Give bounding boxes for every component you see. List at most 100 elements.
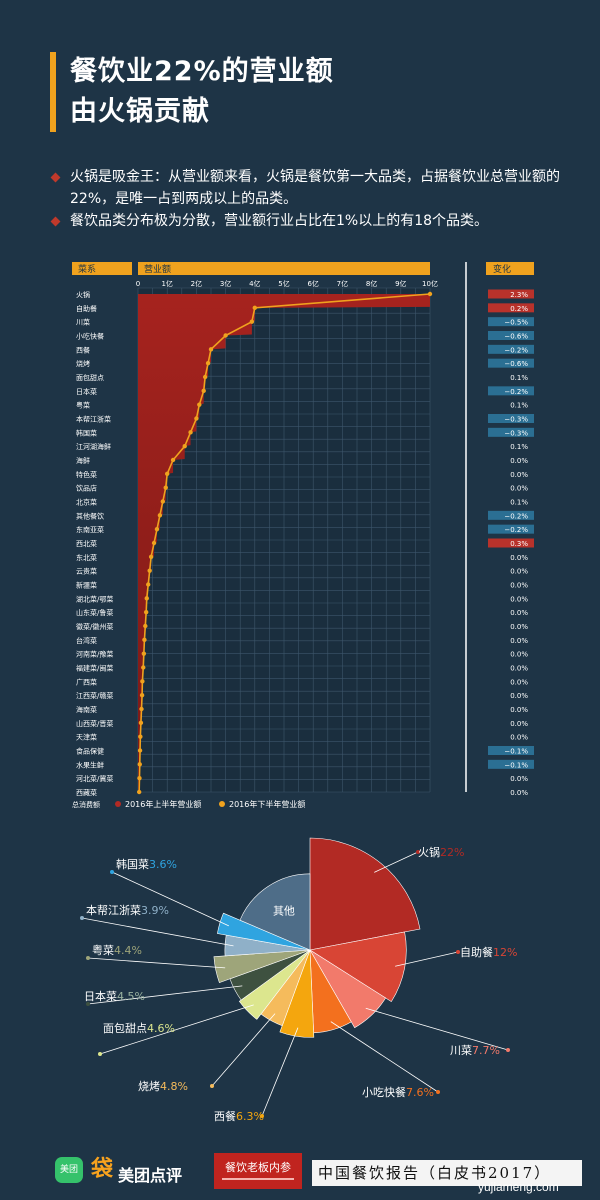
change-badge [488, 510, 534, 520]
leader-dot [86, 1002, 90, 1006]
x-tick-label: 3亿 [220, 279, 231, 288]
change-badge [488, 303, 534, 313]
category-label: 本帮江浙菜 [76, 415, 111, 424]
series-point-h2 [140, 679, 145, 684]
x-tick-label: 0 [136, 280, 140, 288]
change-value: −0.3% [504, 416, 528, 424]
bullet-2: 餐饮品类分布极为分散，营业额行业占比在1%以上的有18个品类。 [50, 210, 580, 232]
change-value: 0.0% [510, 457, 528, 465]
change-value: 0.0% [510, 623, 528, 631]
slice-label: 面包甜点4.6% [103, 1022, 175, 1035]
category-label: 川菜 [76, 318, 90, 327]
category-header: 菜系 [78, 263, 96, 275]
series-point-h2 [142, 637, 147, 643]
slice-label: 其他 [273, 905, 295, 918]
series-point-h2 [157, 513, 163, 518]
category-label: 饮品店 [76, 484, 97, 493]
pie-slice [217, 912, 311, 951]
report-title-panel: 中国餐饮报告（白皮书2017） [312, 1160, 582, 1186]
change-value: 0.3% [510, 540, 528, 548]
series-point-h2 [201, 388, 206, 394]
leader-line [87, 985, 243, 1005]
series-point-h2 [137, 762, 142, 767]
series-point-h2 [170, 457, 176, 463]
change-badge [488, 524, 534, 534]
brand-name: 美团点评 [118, 1166, 183, 1185]
change-value: −0.1% [504, 761, 528, 769]
leader-dot [506, 1048, 510, 1052]
series-point-h2 [208, 347, 214, 352]
change-badge [488, 344, 534, 354]
leader-line [99, 1004, 254, 1055]
bullet-list: 火锅是吸金王：从营业额来看，火锅是餐饮第一大品类，占据餐饮业总营业额的22%，是… [50, 166, 580, 232]
category-label: 天津菜 [76, 733, 97, 742]
slice-label: 自助餐12% [460, 945, 517, 959]
market-share-pie-chart: 火锅22% 自助餐12% 川菜7.7% 小吃快餐7.6% 西餐6.3% 烧烤4.8% 面包甜… [80, 837, 517, 1123]
series-point-h2 [138, 734, 143, 739]
series-point-h2 [154, 526, 160, 532]
series-point-h2 [136, 789, 142, 795]
series-point-h2 [252, 305, 257, 311]
x-tick-label: 1亿 [161, 279, 172, 288]
category-label: 北京菜 [76, 498, 97, 507]
change-badge [488, 759, 534, 769]
slice-label: 小吃快餐7.6% [362, 1085, 434, 1099]
series-point-h2 [137, 775, 142, 781]
x-tick-label: 6亿 [307, 279, 318, 288]
leader-line [330, 1021, 439, 1093]
category-label: 湖北菜/鄂菜 [76, 594, 113, 603]
title-accent-bar [50, 52, 56, 132]
series-point-h2 [139, 692, 145, 698]
x-tick-label: 10亿 [422, 279, 438, 288]
legend-label-h2: 2016年下半年营业额 [229, 799, 305, 809]
revenue-header-bar [138, 262, 430, 275]
leader-dot [80, 916, 84, 920]
series-point-h2 [202, 374, 208, 380]
series-point-h2 [146, 582, 151, 587]
change-value: 0.0% [510, 734, 528, 742]
leader-dot [456, 950, 460, 954]
change-value: −0.2% [504, 346, 528, 354]
series-point-h2 [205, 360, 211, 366]
report-title: 中国餐饮报告（白皮书2017） [318, 1164, 552, 1182]
pie-slice [239, 873, 311, 951]
change-value: −0.6% [504, 333, 528, 341]
change-value: 0.0% [510, 720, 528, 728]
category-label: 广西菜 [76, 677, 97, 686]
category-label: 日本菜 [76, 387, 97, 396]
series-point-h2 [141, 651, 147, 656]
category-label: 福建菜/闽菜 [76, 664, 113, 673]
category-label: 徽菜/徽州菜 [76, 622, 113, 631]
series-point-h2 [137, 748, 143, 753]
leader-dot [110, 870, 114, 874]
change-value: 0.2% [510, 305, 528, 313]
category-label: 江西菜/赣菜 [76, 691, 113, 700]
change-value: 0.1% [510, 374, 528, 382]
legend-label-h1: 2016年上半年营业额 [125, 799, 201, 809]
change-value: 0.0% [510, 651, 528, 659]
series-point-h2 [143, 623, 148, 629]
legend-prefix: 总消费额 [72, 800, 100, 809]
pie-slice [309, 931, 407, 1003]
leader-line [111, 871, 230, 927]
leader-line [395, 951, 459, 967]
category-label: 粤菜 [76, 401, 90, 410]
legend-marker-h2 [219, 801, 225, 807]
x-tick-label: 2亿 [191, 279, 202, 288]
leader-line [87, 957, 226, 969]
series-point-h2 [223, 333, 228, 338]
change-header-bar [486, 262, 534, 275]
change-badge [488, 358, 534, 368]
leader-line [211, 1013, 276, 1087]
change-value: 0.0% [510, 692, 528, 700]
series-point-h2 [141, 665, 146, 670]
change-value: −0.1% [504, 748, 528, 756]
leader-line [81, 917, 234, 947]
category-label: 小吃快餐 [76, 332, 104, 341]
change-badge [488, 538, 534, 548]
leader-dot [210, 1084, 214, 1088]
x-tick-label: 8亿 [366, 279, 377, 288]
series-point-h2 [197, 402, 202, 407]
category-label: 东北菜 [76, 553, 97, 562]
category-label: 海鲜 [76, 456, 90, 465]
